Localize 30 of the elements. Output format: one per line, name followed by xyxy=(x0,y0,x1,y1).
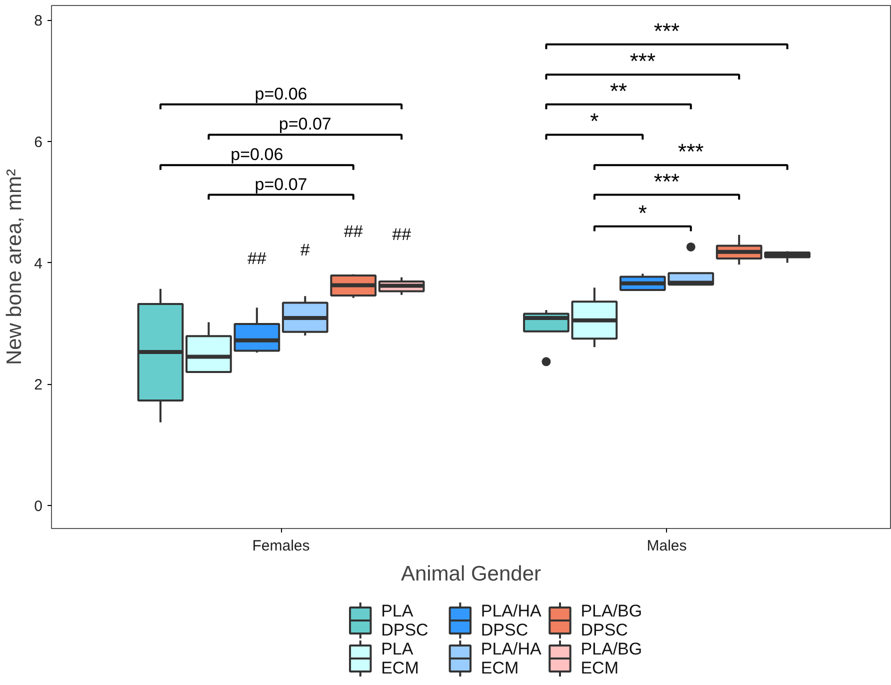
legend-label: PLA DPSC xyxy=(381,602,428,640)
x-axis-title: Animal Gender xyxy=(400,562,542,586)
annotation: p=0.06 xyxy=(230,145,284,164)
annotation: p=0.06 xyxy=(254,84,308,104)
y-tick-label: 8 xyxy=(34,12,42,30)
annotation: # xyxy=(300,240,310,260)
legend-label: PLA/HA DPSC xyxy=(480,602,542,640)
annotation: p=0.07 xyxy=(254,174,308,194)
x-tick-label: Males xyxy=(646,538,687,554)
annotation: * xyxy=(638,200,648,226)
legend-label: PLA/HA ECM xyxy=(480,640,542,678)
y-axis-title: New bone area, mm² xyxy=(3,168,26,366)
y-tick-label: 4 xyxy=(34,255,42,272)
annotation: ## xyxy=(344,222,364,241)
annotation: *** xyxy=(678,139,704,164)
annotation: *** xyxy=(654,168,680,194)
y-tick-label: 2 xyxy=(34,376,42,394)
annotation: ## xyxy=(247,249,267,268)
x-tick-label: Females xyxy=(252,538,310,554)
annotation: * xyxy=(590,108,600,134)
annotation: *** xyxy=(630,48,656,74)
annotation: *** xyxy=(654,18,680,44)
y-tick-label: 0 xyxy=(34,498,42,515)
annotation: ** xyxy=(610,78,628,104)
annotation: p=0.07 xyxy=(278,114,332,134)
legend-label: PLA/BG ECM xyxy=(580,640,642,678)
legend-label: PLA/BG DPSC xyxy=(580,602,642,640)
y-tick-label: 6 xyxy=(34,134,42,151)
legend-label: PLA ECM xyxy=(381,640,419,678)
annotation: ## xyxy=(392,224,412,244)
